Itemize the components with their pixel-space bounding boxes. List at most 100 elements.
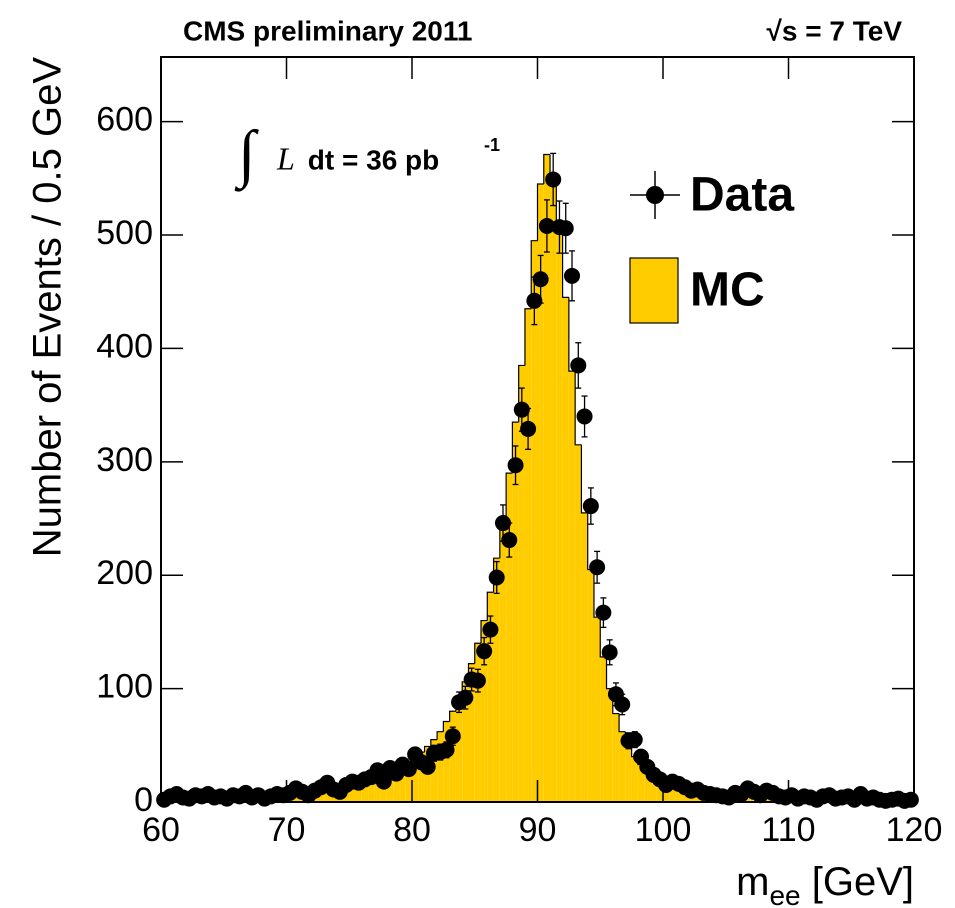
hist-bar (474, 643, 482, 802)
annotation: ∫ L dt = 36 pb -1 (234, 118, 500, 193)
hist-bar (506, 473, 513, 802)
y-tick-label: 0 (134, 781, 153, 819)
hist-bar (418, 752, 425, 802)
data-point (595, 604, 612, 621)
y-tick-label: 200 (96, 554, 153, 592)
x-tick-label: 110 (761, 811, 815, 849)
hist-outline (474, 642, 482, 664)
data-point (457, 689, 474, 706)
data-point (545, 171, 562, 188)
data-point (488, 569, 505, 586)
hist-bar (374, 775, 381, 802)
hist-bar (543, 154, 551, 802)
chart-title: CMS preliminary 2011 (183, 15, 472, 46)
hist-outline (536, 183, 544, 241)
hist-bar (562, 297, 569, 802)
hist-bar (405, 761, 412, 802)
hist-bar (744, 796, 751, 802)
hist-outline (423, 745, 431, 753)
hist-bar (455, 697, 463, 802)
x-tick-label: 70 (268, 811, 306, 849)
data-point (444, 728, 461, 745)
data-point (532, 271, 549, 288)
y-tick-label: 100 (96, 668, 153, 706)
hist-bar (644, 771, 651, 802)
y-tick-label: 500 (96, 214, 153, 252)
data-point (557, 220, 574, 237)
data-point (513, 401, 530, 418)
lumi-text: dt = 36 pb (300, 144, 439, 175)
data-point (582, 498, 599, 515)
legend: Data MC (629, 169, 794, 324)
hist-bar (556, 229, 563, 803)
hist-outline (480, 619, 488, 644)
data-point (601, 644, 618, 661)
hist-bar (568, 371, 576, 802)
data-point (520, 420, 537, 437)
x-label-main: m (736, 860, 769, 904)
data-point (507, 457, 524, 474)
data-point (400, 761, 417, 778)
y-tick-label: 300 (96, 441, 153, 479)
y-tick-label: 400 (96, 327, 153, 365)
hist-outline (436, 731, 444, 740)
hist-bar (606, 688, 613, 802)
data-point (902, 791, 919, 808)
hist-bar (443, 721, 450, 802)
data-point (526, 292, 543, 309)
hist-bar (619, 731, 626, 802)
hist-bar (593, 617, 601, 802)
x-tick-label: 90 (519, 811, 557, 849)
hist-bar (650, 775, 657, 802)
x-label-rest: [GeV] (801, 860, 914, 904)
x-tick-label: 80 (393, 811, 431, 849)
hist-outline (505, 472, 513, 519)
data-point (419, 758, 436, 775)
hist-bar (631, 756, 638, 802)
hist-outline (486, 591, 494, 621)
data-point (476, 643, 493, 660)
hist-bar (612, 713, 620, 802)
y-tick-label: 600 (96, 101, 153, 139)
x-axis-label: mee [GeV] (736, 860, 914, 908)
hist-bar (581, 512, 588, 802)
hist-outline (574, 371, 582, 446)
data-point (538, 217, 555, 234)
data-point (501, 532, 518, 549)
hist-bar (368, 778, 375, 802)
hist-bar (481, 620, 488, 802)
hist-bar (656, 780, 663, 802)
plot-area (156, 152, 919, 809)
hist-bar (518, 365, 525, 802)
data-point (482, 621, 499, 638)
hist-outline (562, 229, 569, 298)
hist-bar (324, 787, 331, 802)
legend-swatch (629, 257, 679, 324)
hist-bar (600, 656, 607, 802)
hist-outline (524, 308, 532, 366)
legend-key (629, 257, 679, 324)
legend-label: MC (690, 264, 765, 317)
hist-bar (393, 767, 400, 802)
hist-outline (511, 421, 519, 474)
hist-bar (355, 781, 362, 802)
data-point (375, 773, 392, 790)
hist-bar (449, 711, 456, 802)
hist-bar (531, 240, 538, 803)
hist-bar (462, 681, 469, 802)
hist-bar (575, 444, 582, 802)
data-point (438, 741, 455, 758)
energy-label: √s = 7 TeV (767, 15, 903, 46)
hist-bar (550, 172, 557, 802)
data-point (564, 267, 581, 284)
hist-bar (669, 784, 676, 802)
x-tick-label: 120 (886, 811, 943, 849)
hist-outline (430, 739, 438, 747)
legend-marker (646, 186, 664, 204)
data-point (570, 357, 587, 374)
hist-outline (618, 713, 626, 733)
data-point (589, 559, 606, 576)
hist-bar (637, 764, 645, 802)
hist-bar (524, 308, 532, 802)
